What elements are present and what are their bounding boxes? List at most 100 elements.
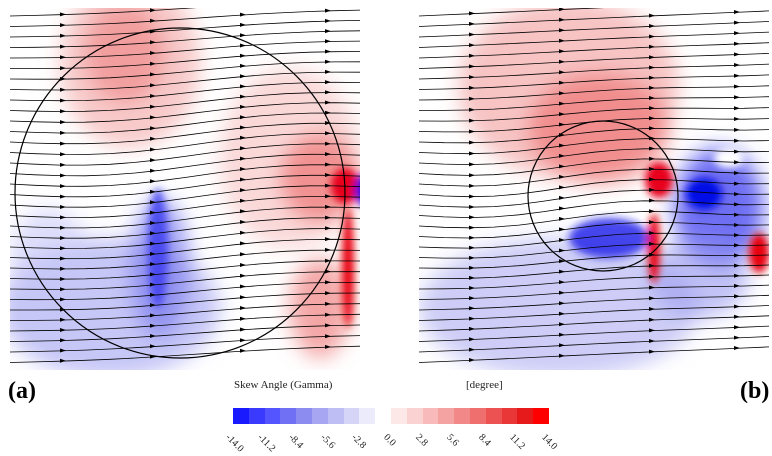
streamline-arrow <box>469 162 475 166</box>
streamline-arrow <box>734 346 740 350</box>
streamline-arrow <box>325 70 331 74</box>
panel-b-contour-plot <box>419 8 769 370</box>
streamline-arrow <box>240 231 246 235</box>
colorbar-swatch <box>423 408 439 424</box>
streamline-arrow <box>240 252 246 256</box>
streamline-arrow <box>60 205 66 209</box>
colorbar-unit: [degree] <box>466 379 503 391</box>
colorbar-tick-label: -2.8 <box>350 432 369 451</box>
colorbar-swatch <box>486 408 502 424</box>
streamline-arrow <box>469 226 475 230</box>
colorbar-tick-label: -5.6 <box>318 432 337 451</box>
colorbar-tick-label: -14.0 <box>223 432 246 455</box>
streamline-arrow <box>60 174 66 178</box>
streamline-arrow <box>150 148 156 152</box>
streamline-arrow <box>240 23 246 27</box>
streamline-arrow <box>734 31 740 35</box>
colorbar-swatch <box>502 408 518 424</box>
streamline-arrow <box>60 23 66 27</box>
streamline-arrow <box>240 349 246 353</box>
streamline-arrow <box>559 206 565 210</box>
streamline-arrow <box>240 306 246 310</box>
streamline-arrow <box>469 11 475 15</box>
streamline-arrow <box>559 217 565 221</box>
streamline-arrow <box>325 19 331 23</box>
streamline-arrow <box>240 285 246 289</box>
streamline-arrow <box>150 169 156 173</box>
streamline-arrow <box>325 39 331 43</box>
streamline-arrow <box>734 336 740 340</box>
streamline-arrow <box>734 117 740 121</box>
streamline-arrow <box>734 128 740 132</box>
colorbar-swatch <box>454 408 470 424</box>
streamline-arrow <box>469 33 475 37</box>
streamline-arrow <box>240 54 246 58</box>
streamline-arrow <box>60 163 66 167</box>
streamline-arrow <box>240 33 246 37</box>
colorbar-tick-label: 5.6 <box>444 432 461 449</box>
streamline-arrow <box>734 85 740 89</box>
streamline-arrow <box>469 195 475 199</box>
streamline-arrow <box>734 42 740 46</box>
colorbar-swatch <box>375 408 391 424</box>
streamline-arrow <box>734 139 740 143</box>
streamline-arrow <box>649 199 655 203</box>
streamline-arrow <box>60 120 66 124</box>
colorbar-tick-label: -8.4 <box>286 432 305 451</box>
streamline-arrow <box>325 60 331 64</box>
streamline-arrow <box>559 185 565 189</box>
streamline-arrow <box>469 173 475 177</box>
streamline-arrow <box>240 64 246 68</box>
panel-a-contour-plot <box>10 8 360 370</box>
colorbar-tick-label: 0.0 <box>381 432 398 449</box>
colorbar-swatch <box>407 408 423 424</box>
streamline-arrow <box>734 74 740 78</box>
colorbar-swatch <box>296 408 312 424</box>
streamline-arrow <box>240 328 246 332</box>
streamline-arrow <box>469 205 475 209</box>
streamline-arrow <box>240 44 246 48</box>
colorbar-swatch <box>470 408 486 424</box>
colorbar-swatch <box>233 408 249 424</box>
streamline-arrow <box>559 227 565 231</box>
colorbar-swatch <box>280 408 296 424</box>
streamline-arrow <box>60 152 66 156</box>
colorbar-tick-label: -11.2 <box>255 432 277 454</box>
streamline-arrow <box>469 236 475 240</box>
streamline-arrow <box>60 184 66 188</box>
streamline-arrow <box>734 10 740 14</box>
streamline-arrow <box>469 141 475 145</box>
streamline-arrow <box>325 50 331 54</box>
streamline-arrow <box>734 21 740 25</box>
streamline-arrow <box>649 24 655 28</box>
streamline-arrow <box>240 263 246 267</box>
streamline-arrow <box>734 305 740 309</box>
colorbar-swatch <box>249 408 265 424</box>
streamline-arrow <box>240 274 246 278</box>
streamline-arrow <box>60 142 66 146</box>
colorbar-tick-label: 11.2 <box>508 432 528 452</box>
streamline-arrow <box>240 13 246 17</box>
streamline-arrow <box>649 14 655 18</box>
panel-a-label: (a) <box>8 378 36 405</box>
panel-b-svg <box>419 8 769 370</box>
streamline-arrow <box>649 209 655 213</box>
streamline-arrow <box>734 63 740 67</box>
colorbar-swatch <box>328 408 344 424</box>
streamline-arrow <box>734 52 740 56</box>
streamline-arrow <box>240 338 246 342</box>
streamline-arrow <box>60 195 66 199</box>
streamline-arrow <box>469 184 475 188</box>
streamline-arrow <box>325 9 331 13</box>
streamline-arrow <box>559 196 565 200</box>
colorbar-swatch <box>391 408 407 424</box>
streamline-arrow <box>734 106 740 110</box>
colorbar <box>233 408 549 424</box>
streamline-arrow <box>325 29 331 33</box>
colorbar-swatch <box>359 408 375 424</box>
streamline-arrow <box>150 179 156 183</box>
streamline-arrow <box>60 12 66 16</box>
colorbar-swatch <box>533 408 549 424</box>
panel-b-label: (b) <box>740 378 769 405</box>
streamline-arrow <box>325 237 331 241</box>
